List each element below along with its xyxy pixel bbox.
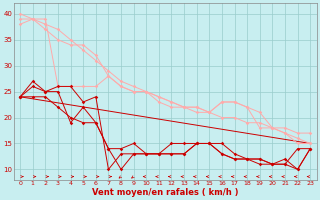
X-axis label: Vent moyen/en rafales ( km/h ): Vent moyen/en rafales ( km/h ) xyxy=(92,188,238,197)
